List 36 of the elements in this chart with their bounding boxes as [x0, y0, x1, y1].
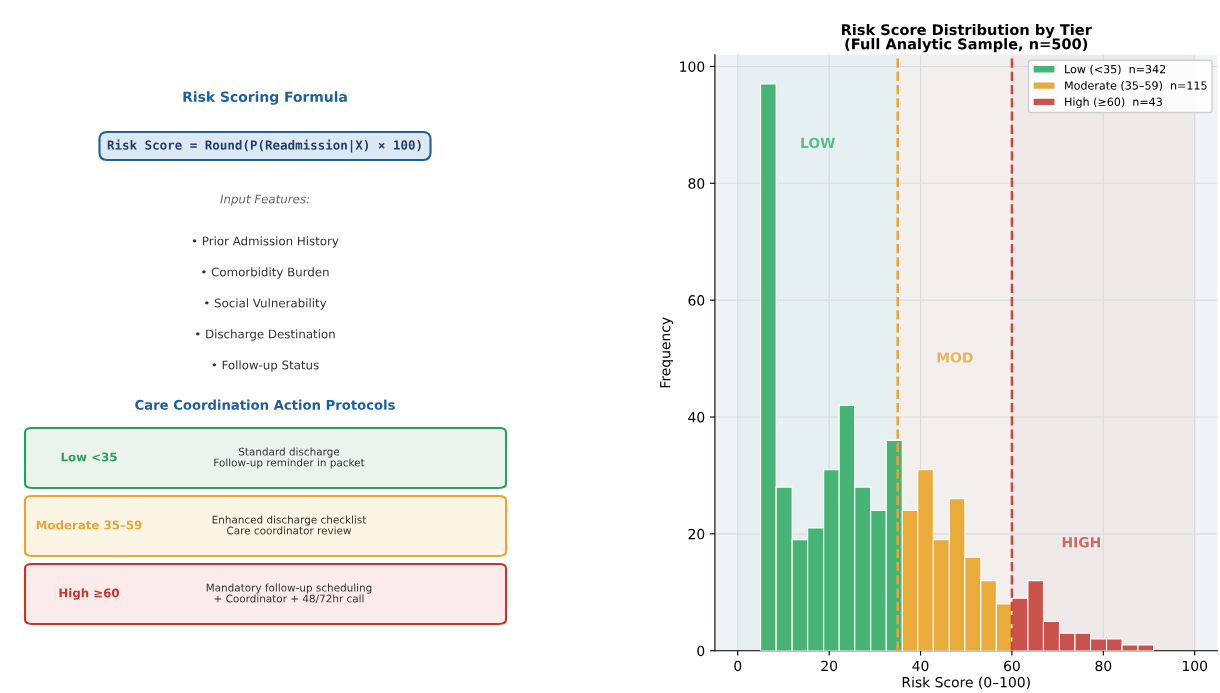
text: • Social Vulnerability [205, 298, 327, 310]
x-tick-label: 60 [1004, 660, 1020, 672]
text: Low <35 [61, 452, 117, 462]
y-tick-label: 0 [697, 645, 705, 657]
legend-label: High (≥60) n=43 [1065, 97, 1162, 109]
legend-label: Low (<35) n=342 [1065, 64, 1166, 75]
text: High ≥60 [59, 588, 120, 600]
text: Input Features: [220, 194, 310, 206]
text: Mandatory follow-up scheduling + Coordinator + 48/72hr call [206, 583, 372, 604]
x-tick-label: 0 [734, 660, 742, 672]
y-tick-label: 60 [688, 295, 705, 306]
text: Moderate 35–59 [36, 520, 142, 530]
annotation: HIGH [1062, 536, 1101, 548]
text: • Comorbidity Burden [202, 267, 329, 279]
x-tick-label: 80 [1095, 660, 1112, 672]
x-tick-label: 40 [912, 660, 929, 672]
text: Risk Score = Round(P(Readmission|X) × 100) [107, 139, 421, 153]
x-axis-title: Risk Score (0–100) [902, 676, 1030, 690]
y-tick-label: 80 [688, 178, 705, 189]
text: Enhanced discharge checklist Care coordinator review [212, 515, 367, 535]
text: Risk Scoring Formula [183, 91, 347, 105]
annotation: LOW [801, 137, 836, 149]
text: • Follow-up Status [212, 360, 319, 372]
x-tick-label: 20 [821, 660, 838, 672]
text: Standard discharge Follow-up reminder in packet [214, 447, 365, 469]
x-tick-label: 100 [1182, 660, 1208, 672]
chart-title: Risk Score Distribution by Tier (Full Analytic Sample, n=500) [841, 23, 1092, 53]
text: Care Coordination Action Protocols [135, 399, 395, 410]
legend-label: Moderate (35–59) n=115 [1065, 81, 1207, 91]
y-tick-label: 100 [680, 61, 705, 72]
text: • Prior Admission History [192, 236, 339, 248]
y-tick-label: 40 [688, 411, 705, 423]
annotation: MOD [937, 352, 973, 363]
text: • Discharge Destination [196, 329, 335, 341]
y-axis-title: Frequency [660, 317, 674, 388]
y-tick-label: 20 [688, 528, 705, 540]
